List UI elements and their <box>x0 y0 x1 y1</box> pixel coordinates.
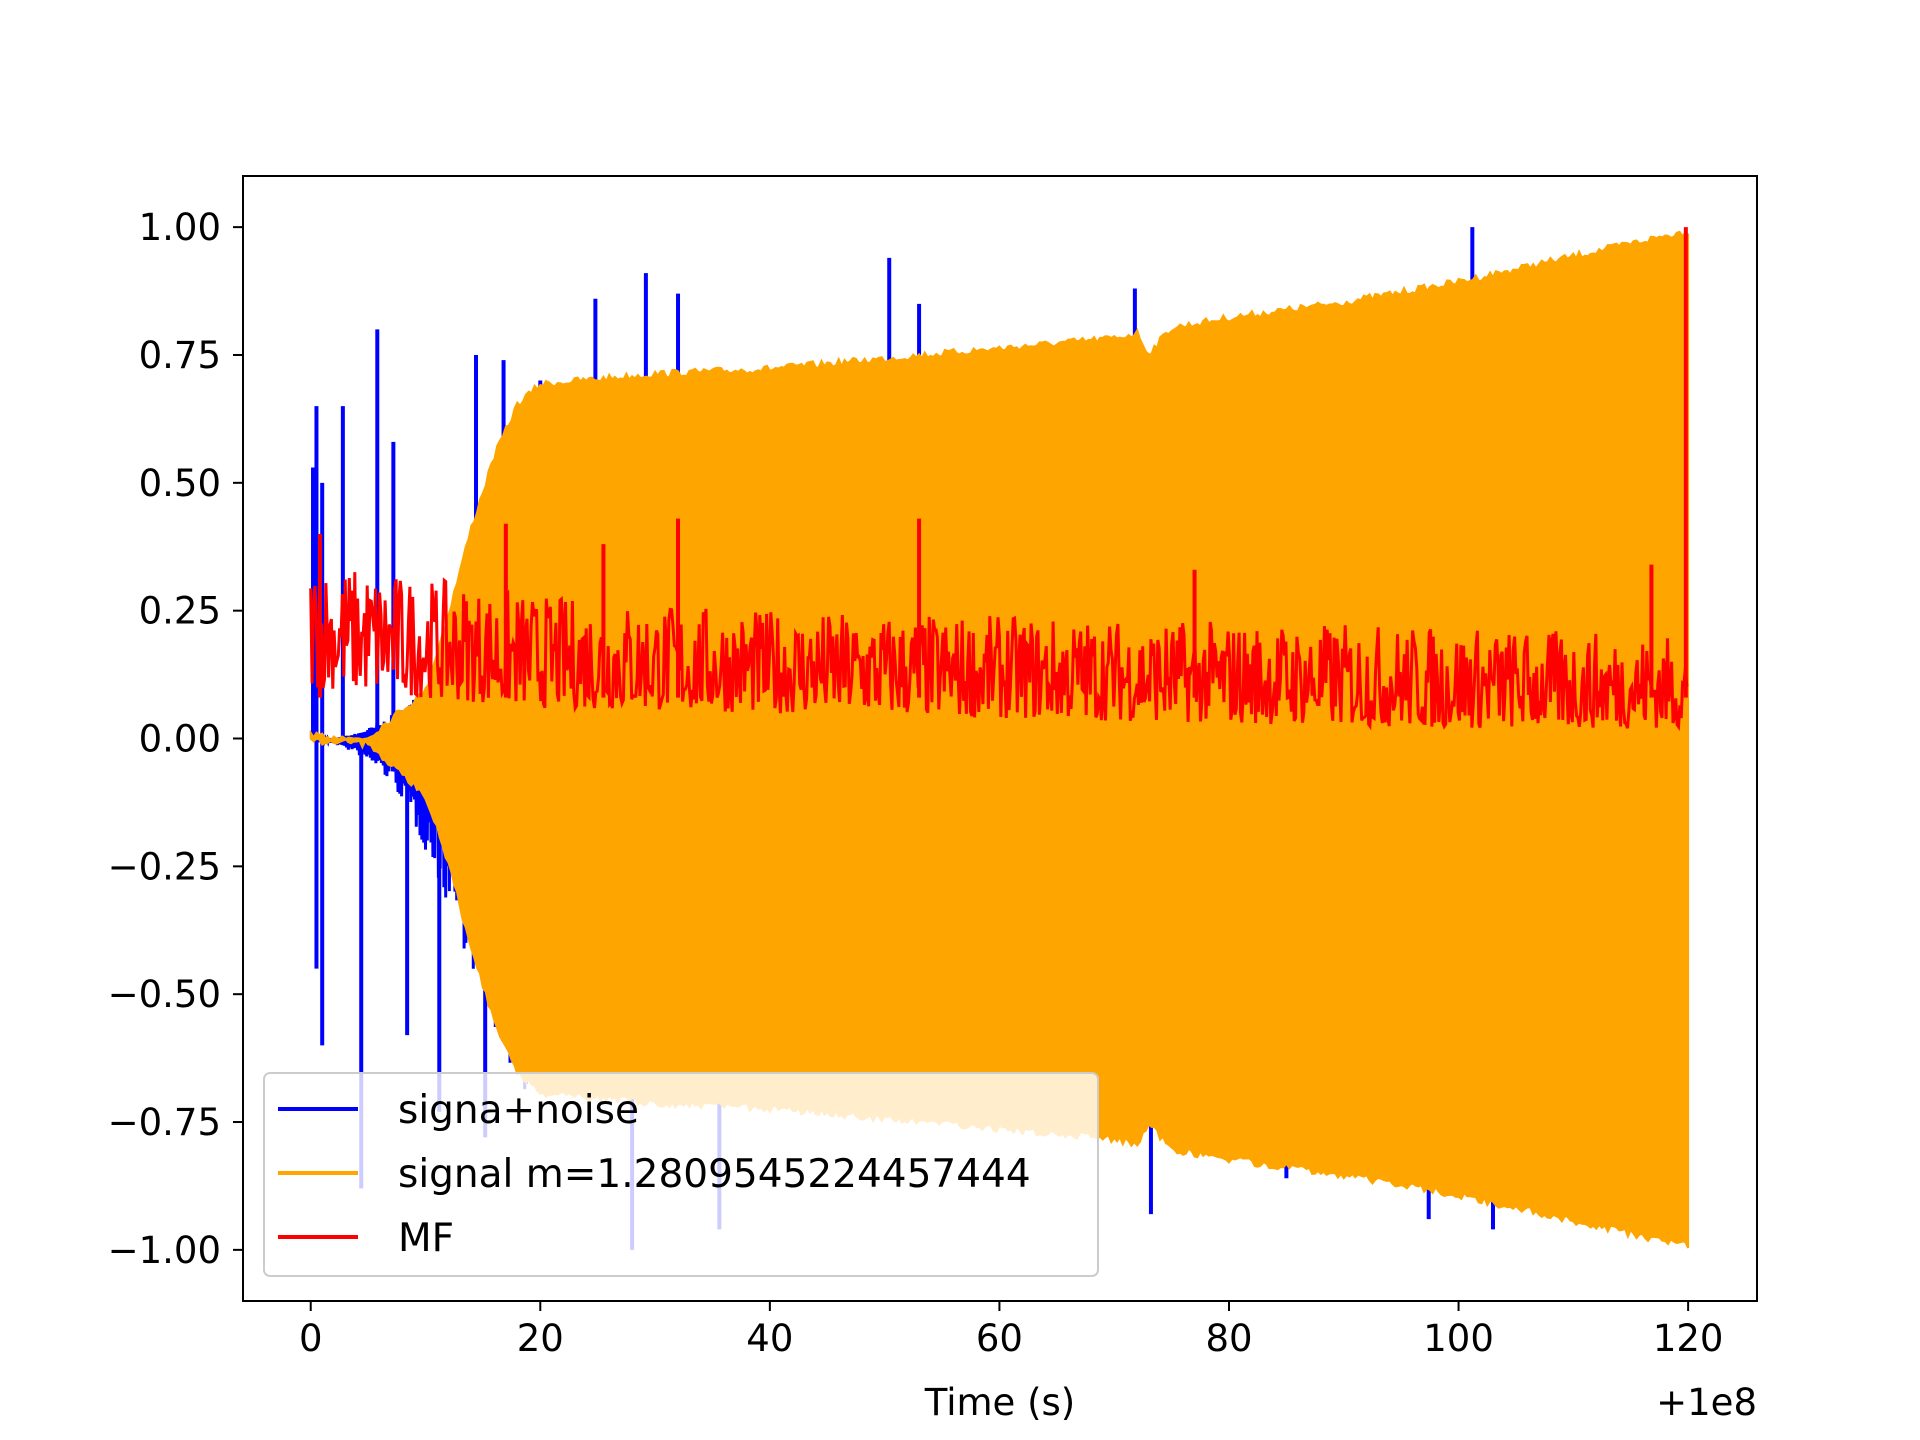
y-tick-label-5: 0.25 <box>139 590 221 633</box>
legend: signa+noise signal m=1.2809545224457444 MF <box>263 1072 1099 1277</box>
x-tick-label-2: 40 <box>746 1317 793 1360</box>
y-tick-label-0: −1.00 <box>108 1229 221 1272</box>
y-tick-label-3: −0.25 <box>108 845 221 888</box>
x-axis-label: Time (s) <box>924 1381 1075 1424</box>
y-tick-label-6: 0.50 <box>139 462 221 505</box>
axes: 0 20 40 60 80 100 120 −1.00 −0.75 −0.50 −0.25 0.00 0… <box>108 175 1758 1424</box>
x-tick-label-0: 0 <box>299 1317 323 1360</box>
x-tick-label-3: 60 <box>976 1317 1023 1360</box>
x-tick-label-1: 20 <box>517 1317 564 1360</box>
y-tick-label-8: 1.00 <box>139 206 221 249</box>
legend-label-2: MF <box>398 1216 454 1261</box>
x-tick-label-5: 100 <box>1423 1317 1494 1360</box>
x-tick-label-4: 80 <box>1205 1317 1252 1360</box>
y-tick-label-7: 0.75 <box>139 334 221 377</box>
x-axis-offset-label: +1e8 <box>1656 1381 1757 1424</box>
legend-label-0: signa+noise <box>398 1088 639 1133</box>
x-tick-label-6: 120 <box>1653 1317 1724 1360</box>
legend-box <box>263 1072 1099 1277</box>
y-tick-label-2: −0.50 <box>108 973 221 1016</box>
y-tick-label-4: 0.00 <box>139 718 221 761</box>
y-tick-label-1: −0.75 <box>108 1101 221 1144</box>
series-line-mf <box>309 572 1689 732</box>
legend-label-1: signal m=1.2809545224457444 <box>398 1152 1031 1197</box>
